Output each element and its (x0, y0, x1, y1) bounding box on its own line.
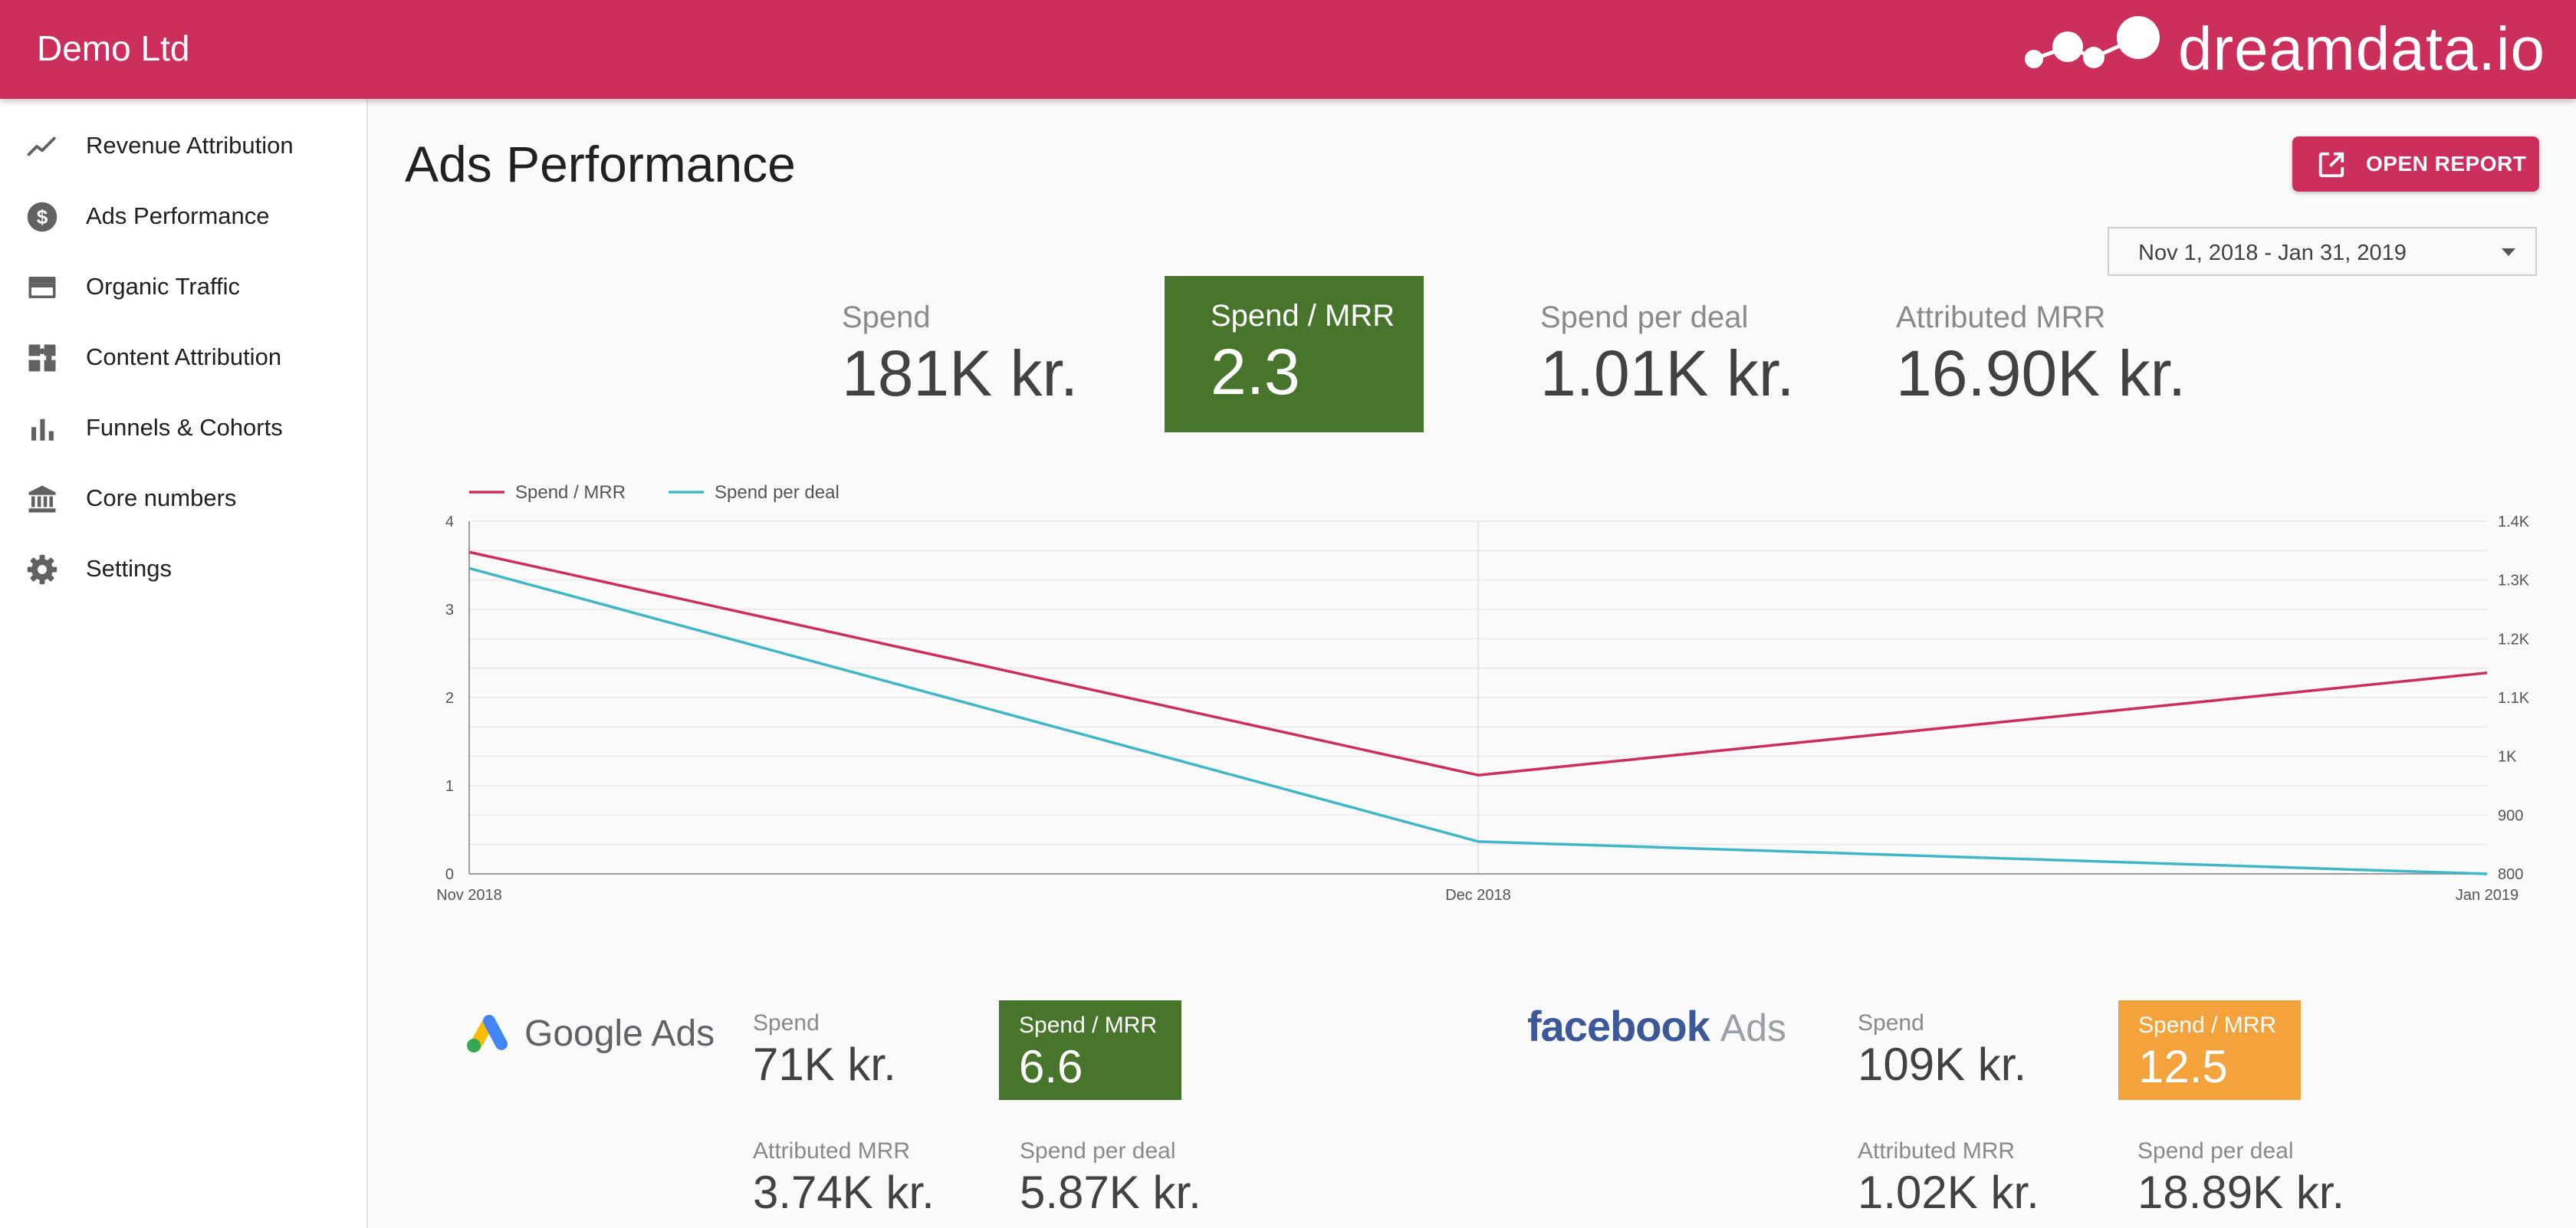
sidebar-item-label: Core numbers (86, 484, 237, 511)
kpi-value: 2.3 (1211, 336, 1300, 408)
top-app-bar: Demo Ltd dreamdata.io (0, 0, 2576, 99)
metric-value: 12.5 (2138, 1041, 2228, 1092)
sidebar-item-revenue-attribution[interactable]: Revenue Attribution (0, 115, 366, 176)
dollar-circle-icon: $ (27, 202, 58, 232)
kpi-label: Spend per deal (1540, 300, 1749, 334)
metric-label: Spend / MRR (1019, 1013, 1158, 1038)
sidebar-item-ads-performance[interactable]: $ Ads Performance (0, 186, 366, 247)
brand-logo[interactable]: dreamdata.io (2023, 14, 2545, 84)
facebook-spend-mrr: Spend / MRR 12.5 (2118, 1000, 2301, 1100)
facebook-wordmark: facebook (1527, 1002, 1710, 1050)
sidebar-item-label: Ads Performance (86, 202, 270, 229)
metric-value: 1.02K kr. (1858, 1167, 2039, 1218)
y-right-tick-label: 1.4K (2498, 514, 2530, 530)
sidebar-item-core-numbers[interactable]: Core numbers (0, 468, 366, 529)
sidebar-item-label: Funnels & Cohorts (86, 414, 283, 441)
kpi-value: 16.90K kr. (1896, 337, 2187, 409)
metric-label: Attributed MRR (1858, 1138, 2016, 1164)
sidebar: Revenue Attribution $ Ads Performance Or… (0, 99, 368, 1228)
x-tick-label: Dec 2018 (1445, 887, 1511, 904)
kpi-attributed-mrr: Attributed MRR 16.90K kr. (1896, 300, 2186, 411)
google-spend-per-deal: Spend per deal 5.87K kr. (1020, 1138, 1201, 1219)
company-name: Demo Ltd (37, 28, 190, 68)
brand-wordmark: dreamdata.io (2178, 15, 2545, 83)
y-right-tick-label: 1.1K (2498, 690, 2530, 707)
metric-value: 6.6 (1019, 1041, 1083, 1092)
gear-icon (27, 554, 58, 585)
y-left-tick-label: 3 (445, 602, 454, 619)
bank-icon (28, 485, 56, 513)
svg-text:$: $ (37, 205, 48, 228)
facebook-spend-per-deal: Spend per deal 18.89K kr. (2137, 1138, 2344, 1219)
sidebar-item-content-attribution[interactable]: Content Attribution (0, 327, 366, 388)
x-tick-label: Jan 2019 (2456, 887, 2518, 904)
sidebar-item-label: Organic Traffic (86, 273, 241, 300)
sidebar-item-organic-traffic[interactable]: Organic Traffic (0, 256, 366, 317)
series-line-spend-per-deal (468, 566, 2488, 875)
bar-chart-icon (31, 419, 54, 441)
legend-label: Spend per deal (715, 482, 840, 503)
google-attributed-mrr: Attributed MRR 3.74K kr. (753, 1138, 935, 1219)
chevron-down-icon (2502, 248, 2515, 256)
date-range-value: Nov 1, 2018 - Jan 31, 2019 (2138, 241, 2407, 265)
y-left-tick-label: 1 (445, 778, 454, 795)
metric-label: Spend per deal (1020, 1138, 1176, 1164)
google-spend: Spend 71K kr. (753, 1010, 896, 1091)
metric-label: Spend / MRR (2138, 1013, 2277, 1038)
y-right-tick-label: 1K (2498, 749, 2517, 766)
sidebar-item-settings[interactable]: Settings (0, 538, 366, 599)
metric-value: 3.74K kr. (753, 1167, 935, 1218)
y-right-tick-label: 1.3K (2498, 573, 2530, 589)
open-report-label: OPEN REPORT (2366, 152, 2527, 176)
y-left-tick-label: 4 (445, 514, 454, 530)
metric-value: 71K kr. (753, 1039, 896, 1090)
trending-up-icon (27, 136, 56, 156)
sidebar-item-funnels-cohorts[interactable]: Funnels & Cohorts (0, 397, 366, 458)
facebook-ads-logo: facebook Ads (1527, 1001, 1786, 1051)
metric-value: 18.89K kr. (2137, 1167, 2345, 1218)
content-puzzle-icon (28, 344, 56, 372)
google-spend-mrr: Spend / MRR 6.6 (999, 1000, 1181, 1100)
y-right-tick-label: 900 (2498, 807, 2523, 824)
y-right-tick-label: 1.2K (2498, 631, 2530, 648)
open-external-icon (2318, 152, 2344, 178)
kpi-spend-mrr: Spend / MRR 2.3 (1165, 276, 1424, 432)
kpi-value: 181K kr. (842, 337, 1079, 409)
google-ads-logo: Google Ads (465, 1012, 715, 1055)
x-tick-label: Nov 2018 (436, 887, 502, 904)
page-title: Ads Performance (405, 136, 796, 192)
facebook-attributed-mrr: Attributed MRR 1.02K kr. (1858, 1138, 2039, 1219)
google-ads-label: Google Ads (524, 1013, 715, 1054)
series-line-spend-mrr (468, 550, 2488, 777)
kpi-spend: Spend 181K kr. (842, 300, 1078, 411)
sidebar-item-label: Revenue Attribution (86, 132, 294, 159)
date-range-select[interactable]: Nov 1, 2018 - Jan 31, 2019 (2108, 227, 2537, 276)
kpi-spend-per-deal: Spend per deal 1.01K kr. (1540, 300, 1795, 411)
kpi-label: Attributed MRR (1896, 300, 2106, 334)
facebook-ads-suffix: Ads (1720, 1006, 1787, 1049)
kpi-value: 1.01K kr. (1540, 337, 1795, 409)
dreamdata-dots-icon (2025, 16, 2160, 68)
y-left-tick-label: 0 (445, 866, 454, 883)
y-left-tick-label: 2 (445, 690, 454, 707)
y-right-tick-label: 800 (2498, 866, 2523, 883)
kpi-label: Spend (842, 300, 931, 334)
metric-label: Spend per deal (2137, 1138, 2294, 1164)
metric-value: 109K kr. (1858, 1039, 2027, 1090)
sidebar-item-label: Content Attribution (86, 343, 282, 370)
sidebar-item-label: Settings (86, 555, 172, 582)
metric-label: Spend (753, 1010, 820, 1036)
google-ads-icon (467, 1015, 508, 1052)
metric-value: 5.87K kr. (1020, 1167, 1201, 1218)
open-report-button[interactable]: OPEN REPORT (2292, 136, 2539, 192)
metric-label: Spend (1858, 1010, 1924, 1036)
spend-line-chart: 0 1 2 3 4 800 900 1K 1.1K 1.2K 1.3K 1.4K Nov 2018 Dec… (436, 482, 2530, 904)
legend-label: Spend / MRR (515, 482, 626, 503)
metric-label: Attributed MRR (753, 1138, 911, 1164)
kpi-label: Spend / MRR (1211, 299, 1395, 333)
web-window-icon (28, 277, 56, 298)
facebook-spend: Spend 109K kr. (1858, 1010, 2026, 1091)
